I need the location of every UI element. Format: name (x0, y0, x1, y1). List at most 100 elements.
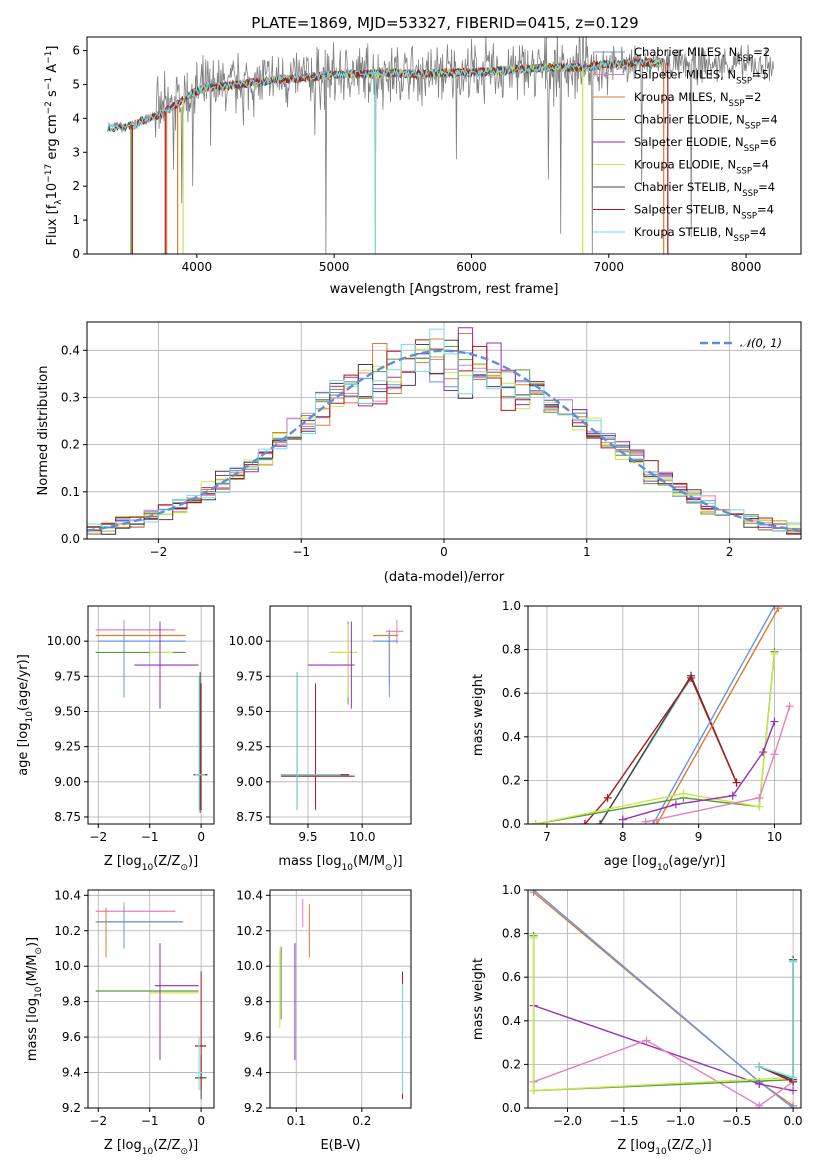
observed-spectrum-line (107, 37, 774, 254)
weight-line-salpeter-miles (533, 1039, 794, 1107)
x-axis-label: age [log10(age/yr)] (604, 854, 726, 873)
x-tick-label: −0.5 (722, 1114, 751, 1128)
weight-point-marker (770, 717, 779, 726)
weight-point-marker (603, 793, 612, 802)
weight-point-marker (652, 820, 661, 824)
label-subscript: −1 (44, 51, 54, 64)
y-tick-label: 10.2 (54, 924, 81, 938)
plot-frame (269, 605, 412, 825)
legend-subscript: SSP (737, 54, 753, 64)
y-axis-label: mass weight (471, 674, 486, 756)
weight-point-marker (770, 750, 779, 759)
label-subscript: 10 (657, 863, 669, 873)
weight-line-kroupa-stelib (759, 961, 794, 1079)
weight-line-kroupa-elodie (535, 653, 776, 824)
x-tick-label: 0.0 (784, 1114, 803, 1128)
label-subscript: ⊙ (180, 863, 188, 873)
legend-entry: Kroupa MILES, NSSP=2 (634, 90, 761, 109)
label-part: )] (392, 854, 402, 869)
y-tick-label: 0.0 (61, 532, 80, 546)
y-tick-label: 9.2 (244, 1101, 263, 1115)
weight-point-marker (789, 1104, 798, 1108)
weight-line-salpeter-stelib (759, 961, 794, 1083)
x-tick-label: 7 (543, 830, 551, 844)
weight-point-marker (774, 606, 783, 613)
y-tick-label: 10.4 (236, 888, 263, 902)
legend-value: =5 (752, 68, 769, 82)
x-tick-label: 2 (726, 545, 734, 559)
legend-entry: Chabrier MILES, NSSP=2 (634, 45, 770, 64)
weight-line-salpeter-miles (645, 706, 791, 823)
residuals-panel: −2 −1 0 1 2 0.0 0.1 0.2 0.3 0.4 (data-model)/error… (36, 321, 802, 585)
y-tick-label: 9.4 (244, 1066, 263, 1080)
y-tick-label: 8.75 (236, 810, 263, 824)
y-tick-label: 0.4 (502, 730, 521, 744)
weight-point-marker (785, 702, 794, 711)
x-tick-label: −1.5 (609, 1114, 638, 1128)
y-axis-label: mass weight (471, 958, 486, 1040)
y-tick-label: 9.8 (62, 995, 81, 1009)
label-part: )] (188, 1138, 198, 1153)
label-part: erg cm (45, 114, 60, 163)
legend-value: =4 (761, 113, 778, 127)
y-tick-label: 0.8 (502, 927, 521, 941)
legend-entry: Salpeter ELODIE, NSSP=6 (634, 135, 777, 154)
weight-point-marker (671, 800, 680, 809)
label-part: age [log (604, 854, 657, 869)
y-axis-label: mass [log10(M/M⊙)] (25, 937, 44, 1061)
legend-subscript: SSP (741, 212, 757, 222)
y-tick-label: 0.2 (61, 438, 80, 452)
legend-label: Salpeter MILES, N (634, 68, 736, 82)
legend-entry: 𝒩(0, 1) (740, 336, 782, 350)
label-part: ] (45, 46, 60, 51)
y-tick-label: 10.4 (54, 888, 81, 902)
y-tick-label: 0 (72, 247, 80, 261)
y-tick-label: 9.75 (236, 669, 263, 683)
legend-entry: Kroupa ELODIE, NSSP=4 (634, 158, 769, 177)
legend-label: Salpeter ELODIE, N (634, 135, 744, 149)
weight-point-marker (641, 817, 650, 824)
weight-point-marker (642, 1036, 651, 1045)
weight-point-marker (732, 778, 741, 787)
spectrum-lines (107, 37, 774, 254)
weight-line-kroupa-miles (533, 891, 794, 1107)
y-tick-label: 4 (72, 111, 80, 125)
weight-point-marker (580, 820, 589, 824)
legend-subscript: SSP (742, 189, 758, 199)
label-subscript: 10 (142, 1147, 154, 1157)
weight-point-marker (679, 789, 688, 798)
weight-point-marker (529, 933, 538, 942)
y-tick-label: 0.4 (502, 1014, 521, 1028)
x-tick-label: 0 (440, 545, 448, 559)
weight-point-marker (649, 820, 658, 824)
label-part: Z [log (104, 854, 142, 869)
weight-point-marker (531, 820, 540, 824)
label-part: )] (702, 1138, 712, 1153)
y-tick-label: 9.2 (62, 1101, 81, 1115)
weight-point-marker (687, 673, 696, 682)
histogram-salpeter-elodie (87, 327, 801, 535)
weight-point-marker (596, 820, 605, 824)
label-subscript: ⊙ (385, 863, 393, 873)
x-tick-label: −1 (141, 1114, 159, 1128)
label-subscript: 10 (342, 863, 354, 873)
model-spectrum-kroupa-stelib (107, 57, 664, 134)
x-tick-label: 4000 (182, 260, 213, 274)
label-subscript: −17 (44, 164, 54, 183)
legend-value: =4 (749, 225, 766, 239)
y-tick-label: 8.75 (54, 810, 81, 824)
legend-subscript: SSP (745, 122, 761, 132)
plot-frame (527, 889, 802, 1109)
weight-point-marker (755, 1062, 764, 1071)
legend-subscript: SSP (744, 144, 760, 154)
figure-title: PLATE=1869, MJD=53327, FIBERID=0415, z=0… (251, 14, 638, 32)
label-subscript: 10 (655, 1147, 667, 1157)
x-tick-label: 0.2 (352, 1114, 371, 1128)
y-tick-label: 9.8 (244, 995, 263, 1009)
y-tick-label: 9.6 (62, 1030, 81, 1044)
y-tick-label: 9.00 (236, 775, 263, 789)
weight-line-chabrier-stelib (759, 959, 794, 1081)
legend-entry: Chabrier STELIB, NSSP=4 (634, 180, 775, 199)
x-tick-label: 1 (583, 545, 591, 559)
